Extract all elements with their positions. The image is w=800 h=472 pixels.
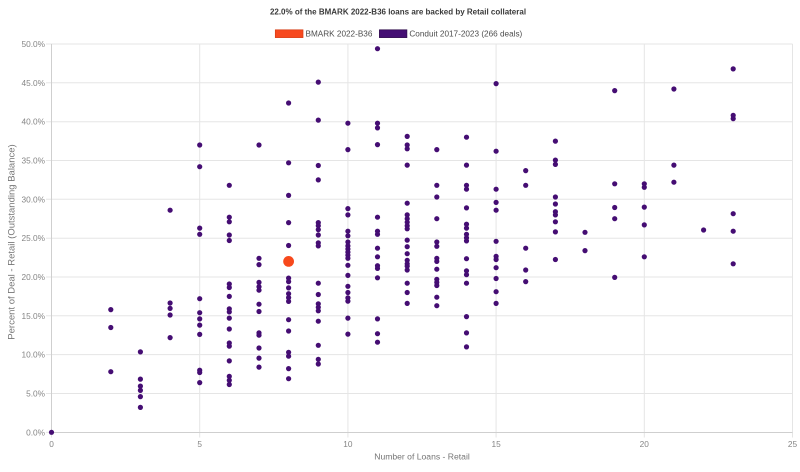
svg-text:22.0% of the BMARK 2022-B36 lo: 22.0% of the BMARK 2022-B36 loans are ba… bbox=[270, 7, 526, 16]
svg-text:5: 5 bbox=[197, 439, 202, 449]
svg-text:BMARK 2022-B36: BMARK 2022-B36 bbox=[306, 29, 373, 38]
svg-text:35.0%: 35.0% bbox=[21, 156, 45, 166]
svg-text:50.0%: 50.0% bbox=[21, 39, 45, 49]
svg-text:20: 20 bbox=[640, 439, 650, 449]
svg-text:15: 15 bbox=[491, 439, 501, 449]
svg-text:30.0%: 30.0% bbox=[21, 194, 45, 204]
svg-text:5.0%: 5.0% bbox=[26, 389, 46, 399]
svg-text:15.0%: 15.0% bbox=[21, 311, 45, 321]
svg-text:Conduit 2017-2023 (266 deals): Conduit 2017-2023 (266 deals) bbox=[409, 29, 522, 38]
svg-text:Number of Loans - Retail: Number of Loans - Retail bbox=[374, 452, 470, 462]
svg-text:45.0%: 45.0% bbox=[21, 78, 45, 88]
svg-text:0: 0 bbox=[49, 439, 54, 449]
svg-text:10: 10 bbox=[343, 439, 353, 449]
svg-text:10.0%: 10.0% bbox=[21, 350, 45, 360]
svg-text:25: 25 bbox=[788, 439, 798, 449]
svg-text:Percent of Deal - Retail (Outs: Percent of Deal - Retail (Outstanding Ba… bbox=[7, 144, 18, 339]
svg-text:25.0%: 25.0% bbox=[21, 233, 45, 243]
svg-text:0.0%: 0.0% bbox=[26, 427, 46, 437]
svg-text:20.0%: 20.0% bbox=[21, 272, 45, 282]
svg-text:40.0%: 40.0% bbox=[21, 117, 45, 127]
